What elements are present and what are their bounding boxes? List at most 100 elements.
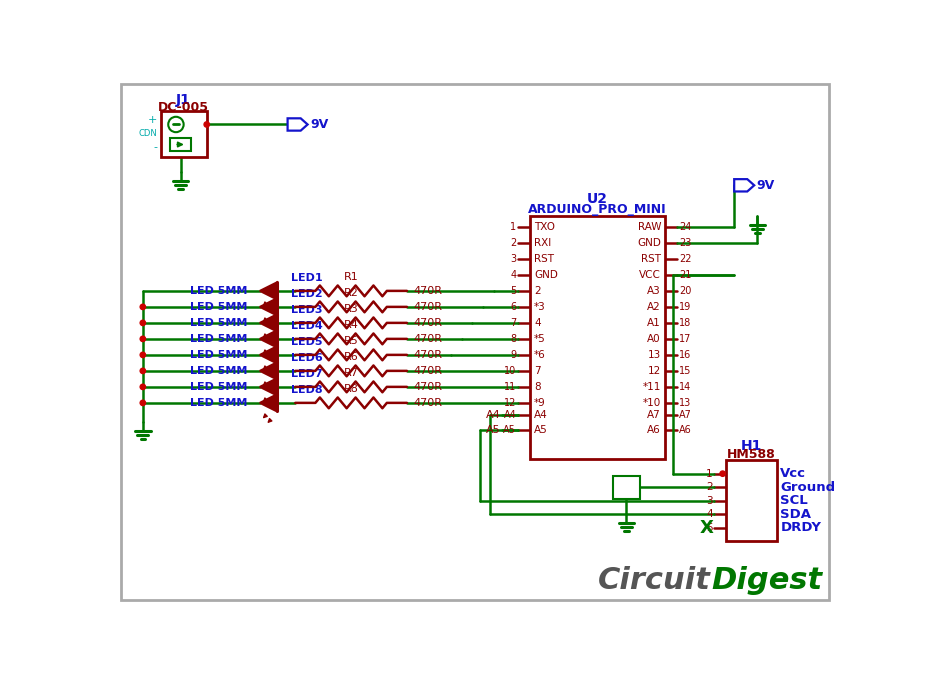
Bar	[170, 138, 191, 151]
Text: LED3: LED3	[291, 305, 323, 315]
Text: A4: A4	[503, 410, 516, 420]
Text: 13: 13	[648, 350, 661, 360]
Text: H1: H1	[741, 439, 762, 453]
Text: CDN: CDN	[139, 129, 158, 138]
Text: 15: 15	[679, 366, 692, 376]
Text: Vcc: Vcc	[781, 467, 806, 480]
Polygon shape	[260, 363, 277, 380]
Text: 3: 3	[510, 254, 516, 264]
Text: LED8: LED8	[291, 385, 324, 395]
Text: 4: 4	[534, 318, 540, 328]
Text: A1: A1	[647, 318, 661, 328]
Text: 470R: 470R	[413, 398, 442, 408]
Text: *5: *5	[534, 334, 546, 344]
Text: SDA: SDA	[781, 508, 811, 521]
Text: 13: 13	[679, 398, 691, 408]
Text: 12: 12	[648, 366, 661, 376]
Text: A5: A5	[487, 425, 501, 435]
Text: RST: RST	[534, 254, 554, 264]
Text: 23: 23	[679, 238, 692, 248]
Text: -: -	[154, 142, 158, 153]
Circle shape	[140, 320, 146, 325]
Polygon shape	[260, 298, 277, 315]
Circle shape	[720, 471, 725, 477]
Text: LED 5MM: LED 5MM	[190, 334, 247, 344]
Circle shape	[140, 400, 146, 405]
Text: LED 5MM: LED 5MM	[190, 318, 247, 328]
Text: R2: R2	[344, 287, 359, 298]
Text: 24: 24	[679, 222, 692, 232]
Text: A6: A6	[647, 425, 661, 435]
Text: 16: 16	[679, 350, 691, 360]
Text: LED4: LED4	[291, 321, 324, 331]
Text: R7: R7	[344, 367, 359, 378]
Polygon shape	[734, 179, 755, 191]
Text: A2: A2	[647, 302, 661, 312]
Bar	[613, 475, 640, 499]
Bar	[727, 460, 777, 541]
Text: 19: 19	[679, 302, 691, 312]
Text: 1: 1	[510, 222, 516, 232]
Text: 2: 2	[510, 238, 516, 248]
Text: A5: A5	[534, 425, 548, 435]
Text: R4: R4	[344, 319, 359, 330]
Text: +: +	[148, 115, 158, 125]
Text: RAW: RAW	[638, 222, 661, 232]
Text: VCC: VCC	[640, 270, 661, 280]
Text: LED5: LED5	[291, 337, 323, 347]
Text: ARDUINO_PRO_MINI: ARDUINO_PRO_MINI	[528, 203, 667, 216]
Polygon shape	[260, 330, 277, 347]
Text: *10: *10	[642, 398, 661, 408]
Text: R3: R3	[344, 304, 359, 314]
Text: A4: A4	[534, 410, 548, 420]
Text: 470R: 470R	[413, 318, 442, 328]
Circle shape	[140, 384, 146, 390]
Bar	[530, 216, 665, 458]
Text: LED 5MM: LED 5MM	[190, 350, 247, 360]
Text: 9V: 9V	[310, 118, 328, 131]
Text: A6: A6	[679, 425, 692, 435]
Text: R8: R8	[344, 384, 359, 394]
Text: DC-005: DC-005	[159, 101, 210, 114]
Text: 470R: 470R	[413, 382, 442, 392]
Text: 21: 21	[679, 270, 692, 280]
Text: R6: R6	[344, 352, 359, 361]
Text: 8: 8	[510, 334, 516, 344]
Text: LED 5MM: LED 5MM	[190, 302, 247, 312]
Text: 470R: 470R	[413, 302, 442, 312]
Text: LED6: LED6	[291, 353, 324, 363]
Text: A7: A7	[679, 410, 692, 420]
Polygon shape	[260, 395, 277, 412]
Text: A5: A5	[503, 425, 516, 435]
Text: 5: 5	[510, 286, 516, 296]
Text: Circuit: Circuit	[598, 566, 711, 595]
Text: LED 5MM: LED 5MM	[190, 366, 247, 376]
Text: 9: 9	[510, 350, 516, 360]
Text: A0: A0	[647, 334, 661, 344]
Text: 470R: 470R	[413, 334, 442, 344]
Text: X: X	[700, 519, 714, 536]
Text: *11: *11	[642, 382, 661, 392]
Text: GND: GND	[534, 270, 558, 280]
Text: 8: 8	[534, 382, 540, 392]
Circle shape	[140, 336, 146, 342]
Text: 14: 14	[679, 382, 691, 392]
Circle shape	[140, 304, 146, 310]
Text: 9V: 9V	[756, 179, 775, 192]
Text: 2: 2	[534, 286, 540, 296]
Text: *6: *6	[534, 350, 546, 360]
Text: TXO: TXO	[534, 222, 555, 232]
Polygon shape	[260, 346, 277, 363]
Text: RXI: RXI	[534, 238, 552, 248]
Text: A4: A4	[486, 410, 501, 420]
Polygon shape	[287, 119, 308, 131]
Text: 1: 1	[706, 468, 713, 479]
Text: LED 5MM: LED 5MM	[190, 382, 247, 392]
Text: 12: 12	[504, 398, 516, 408]
Text: 470R: 470R	[413, 366, 442, 376]
Text: 470R: 470R	[413, 286, 442, 296]
Circle shape	[204, 122, 210, 127]
Text: U2: U2	[587, 192, 608, 206]
Text: 11: 11	[504, 382, 516, 392]
Text: LED1: LED1	[291, 273, 324, 283]
